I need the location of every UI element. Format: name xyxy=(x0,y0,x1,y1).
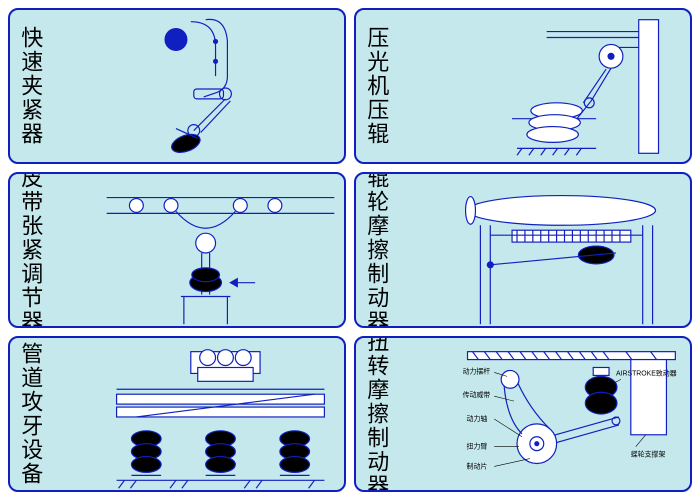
diagram-pipe-threading xyxy=(77,338,344,490)
panel-torsion-friction-brake: 扭转摩擦制动器 xyxy=(354,336,692,492)
panel-belt-tensioner: 皮带张紧调节器 xyxy=(8,172,346,328)
panel-calender-roll: 压光机压辊 xyxy=(354,8,692,164)
diagram-belt-tensioner xyxy=(77,174,344,326)
diagram-roller-friction-brake xyxy=(423,174,690,326)
annot-a3: 动力轴 xyxy=(466,414,487,423)
diagram-quick-clamp xyxy=(77,10,344,162)
panel-roller-friction-brake: 辊轮摩擦制动器 xyxy=(354,172,692,328)
annot-a5: 制动片 xyxy=(466,461,487,470)
panel-quick-clamp: 快速夹紧器 xyxy=(8,8,346,164)
panel-label: 辊轮摩擦制动器 xyxy=(364,172,388,328)
annot-a4: 扭力臂 xyxy=(466,442,487,451)
annot-a2: 传动威带 xyxy=(462,390,490,399)
annot-a7: 蝶轮支撑架 xyxy=(631,450,666,459)
panel-label: 快速夹紧器 xyxy=(18,26,42,146)
panel-label: 皮带张紧调节器 xyxy=(18,172,42,328)
diagram-torsion-friction-brake: 动力摆杆 传动威带 动力轴 扭力臂 制动片 AIRSTROKE致动器 蝶轮支撑架 xyxy=(423,338,690,490)
diagram-grid: 快速夹紧器 压光机 xyxy=(0,0,700,500)
panel-label: 扭转摩擦制动器 xyxy=(364,336,388,492)
diagram-calender-roll xyxy=(423,10,690,162)
panel-pipe-threading: 管道攻牙设备 xyxy=(8,336,346,492)
panel-label: 压光机压辊 xyxy=(364,26,388,146)
panel-label: 管道攻牙设备 xyxy=(18,342,42,486)
annot-a6: AIRSTROKE致动器 xyxy=(616,368,677,377)
annot-a1: 动力摆杆 xyxy=(462,366,490,375)
